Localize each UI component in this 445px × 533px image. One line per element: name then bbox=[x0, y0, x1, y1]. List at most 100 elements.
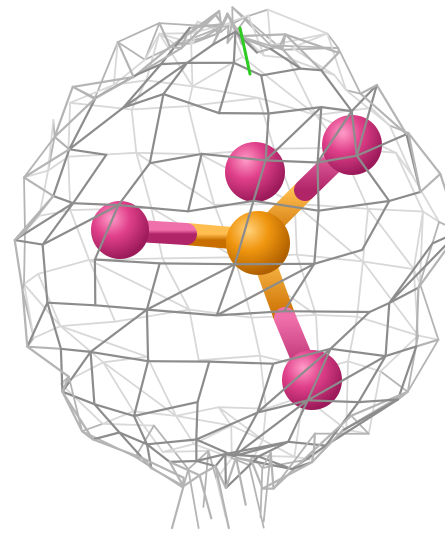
mesh-segment bbox=[41, 204, 120, 246]
mesh-segment bbox=[311, 429, 344, 464]
mesh-segment bbox=[388, 286, 420, 305]
mesh-segment bbox=[89, 350, 96, 406]
mesh-segment bbox=[59, 320, 116, 328]
mesh-segment bbox=[112, 58, 146, 86]
mesh-segment bbox=[158, 32, 194, 88]
mesh-segment bbox=[284, 33, 340, 54]
mesh-segment bbox=[350, 390, 409, 417]
mesh-segment bbox=[208, 360, 275, 365]
mesh-segment bbox=[68, 97, 97, 151]
mesh-segment bbox=[93, 76, 135, 100]
mesh-segment bbox=[269, 451, 275, 490]
mesh-segment bbox=[250, 316, 261, 357]
mesh-segment bbox=[315, 107, 373, 117]
mesh-segment bbox=[122, 61, 189, 109]
mesh-segment bbox=[191, 55, 244, 88]
mesh-segment bbox=[317, 199, 391, 212]
mesh-segment bbox=[93, 204, 120, 261]
mesh-segment bbox=[312, 414, 353, 452]
mesh-segment bbox=[417, 249, 445, 289]
central-atom[interactable] bbox=[226, 211, 290, 275]
mesh-segment bbox=[122, 92, 165, 109]
mesh-segment bbox=[187, 199, 255, 213]
mesh-segment bbox=[202, 449, 210, 508]
mesh-segment bbox=[214, 465, 230, 530]
mesh-segment bbox=[145, 263, 236, 311]
mesh-segment bbox=[148, 92, 165, 165]
mesh-segment bbox=[234, 456, 247, 506]
mesh-segment bbox=[61, 350, 92, 393]
mesh-segment bbox=[311, 449, 315, 464]
mesh-segment bbox=[407, 131, 422, 193]
mesh-segment bbox=[306, 347, 332, 402]
mesh-segment bbox=[21, 288, 29, 348]
mesh-segment bbox=[269, 45, 281, 50]
mesh-segment bbox=[198, 474, 213, 520]
mesh-segment bbox=[299, 67, 323, 72]
mesh-segment bbox=[415, 286, 420, 348]
mesh-segment bbox=[175, 414, 233, 427]
mesh-segment bbox=[160, 61, 189, 66]
ligand-atom-left[interactable] bbox=[91, 201, 149, 259]
mesh-segment bbox=[224, 453, 260, 458]
ligand-atom-bottom[interactable] bbox=[282, 350, 342, 410]
mesh-segment bbox=[345, 89, 362, 95]
mesh-segment bbox=[396, 345, 418, 401]
mesh-segment bbox=[226, 20, 234, 44]
mesh-segment bbox=[337, 47, 362, 95]
mesh-segment bbox=[357, 398, 399, 404]
mesh-segment bbox=[361, 199, 391, 251]
mesh-segment bbox=[361, 260, 415, 271]
mesh-segment bbox=[272, 347, 332, 365]
mesh-segment bbox=[23, 283, 35, 339]
mesh-segment bbox=[419, 172, 442, 193]
mesh-segment bbox=[145, 79, 194, 88]
mesh-segment bbox=[316, 161, 320, 212]
mesh-segment bbox=[168, 459, 198, 463]
mesh-segment bbox=[355, 133, 408, 157]
mesh-segment bbox=[219, 25, 230, 33]
mesh-segment bbox=[145, 443, 171, 463]
mesh-segment bbox=[143, 32, 161, 61]
mesh-segment bbox=[93, 403, 121, 434]
mesh-segment bbox=[91, 431, 121, 441]
mesh-segment bbox=[355, 83, 378, 157]
mesh-segment bbox=[320, 105, 353, 113]
mesh-segment bbox=[347, 360, 382, 373]
mesh-segment bbox=[132, 410, 177, 417]
mesh-segment bbox=[94, 304, 148, 311]
mesh-segment bbox=[185, 43, 214, 65]
mesh-segment bbox=[357, 355, 387, 404]
mesh-segment bbox=[192, 28, 218, 45]
mesh-segment bbox=[101, 422, 155, 427]
mesh-segment bbox=[412, 210, 424, 271]
mesh-segment bbox=[375, 83, 408, 136]
mesh-segment bbox=[41, 243, 49, 304]
mesh-segment bbox=[411, 174, 441, 223]
mesh-segment bbox=[313, 209, 320, 265]
mesh-segment bbox=[250, 460, 264, 490]
mesh-segment bbox=[232, 411, 259, 458]
mesh-segment bbox=[188, 308, 200, 362]
mesh-segment bbox=[118, 431, 149, 446]
mesh-segment bbox=[293, 202, 370, 210]
mesh-segment bbox=[388, 124, 414, 177]
mesh-segment bbox=[260, 74, 270, 115]
mesh-segment bbox=[324, 398, 399, 447]
mesh-segment bbox=[257, 97, 317, 117]
ligand-atom-upper-right[interactable] bbox=[322, 115, 382, 175]
mesh-segment bbox=[60, 382, 104, 425]
mesh-segment bbox=[313, 248, 364, 265]
mesh-segment bbox=[417, 334, 440, 341]
mesh-segment bbox=[406, 338, 440, 393]
mesh-segment bbox=[394, 151, 414, 177]
mesh-segment bbox=[37, 272, 62, 328]
mesh-segment bbox=[316, 109, 353, 164]
mesh-segment bbox=[135, 151, 202, 156]
mesh-segment bbox=[261, 439, 296, 458]
mesh-segment bbox=[264, 159, 319, 164]
mesh-segment bbox=[22, 148, 71, 179]
mesh-segment bbox=[158, 22, 223, 28]
